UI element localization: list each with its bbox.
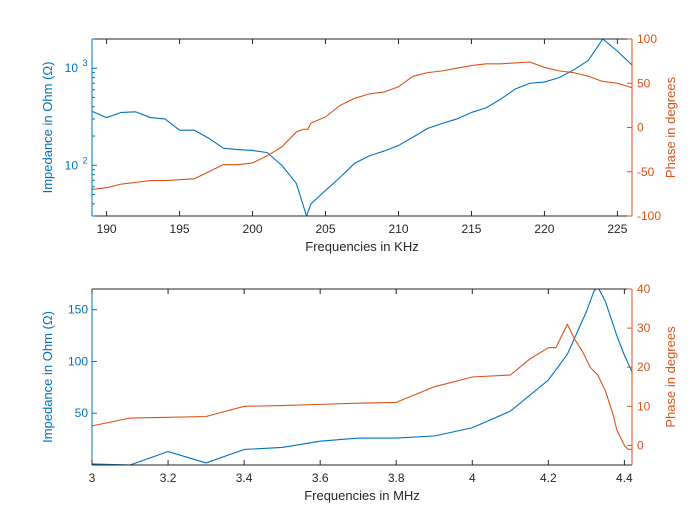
x-tick-label: 205 bbox=[315, 222, 335, 236]
y-left-tick-label: 100 bbox=[68, 354, 88, 368]
series-line-impedance bbox=[92, 289, 632, 465]
y-right-axis-label: Phase in degrees bbox=[663, 76, 678, 178]
y-right-tick-label: 10 bbox=[637, 399, 651, 413]
y-left-axis-label: Impedance in Ohm (Ω) bbox=[40, 62, 55, 194]
y-right-tick-label: 30 bbox=[637, 321, 651, 335]
x-axis-label: Frequencies in MHz bbox=[304, 488, 420, 503]
y-left-tick-label: 150 bbox=[68, 303, 88, 317]
series-line-phase bbox=[92, 323, 632, 450]
y-right-axis-label: Phase in degrees bbox=[663, 326, 678, 428]
y-right-tick-label: 0 bbox=[637, 121, 644, 135]
x-tick-label: 4 bbox=[469, 471, 476, 485]
x-tick-label: 215 bbox=[461, 222, 481, 236]
series-line-impedance bbox=[92, 39, 632, 216]
x-axis-label: Frequencies in KHz bbox=[305, 239, 418, 254]
chart-2: 3 3.2 3.4 3.6 3.8 4 4.2 4.4 50 100 150 0 10 20 30 40 Fre… bbox=[40, 282, 678, 503]
series-line-phase bbox=[92, 61, 632, 190]
x-tick-label: 4.2 bbox=[540, 471, 557, 485]
x-tick-label: 225 bbox=[607, 222, 627, 236]
x-tick-label: 190 bbox=[97, 222, 117, 236]
x-tick-label: 200 bbox=[243, 222, 263, 236]
x-tick-label: 220 bbox=[534, 222, 554, 236]
y-right-tick-label: 40 bbox=[637, 282, 651, 296]
x-tick-label: 210 bbox=[388, 222, 408, 236]
y-right-tick-label: -100 bbox=[637, 209, 661, 223]
x-tick-label: 195 bbox=[170, 222, 190, 236]
x-tick-label: 3 bbox=[89, 471, 96, 485]
x-tick-label: 4.4 bbox=[616, 471, 633, 485]
y-right-tick-label: 100 bbox=[637, 32, 657, 46]
y-right-tick-label: 0 bbox=[637, 438, 644, 452]
x-tick-label: 3.8 bbox=[388, 471, 405, 485]
y-left-tick-exponent: 2 bbox=[82, 155, 87, 165]
y-left-axis-label: Impedance in Ohm (Ω) bbox=[40, 311, 55, 443]
y-right-tick-label: -50 bbox=[637, 165, 655, 179]
y-right-tick-label: 50 bbox=[637, 76, 651, 90]
y-left-tick-label: 10 bbox=[65, 61, 79, 75]
y-left-tick-exponent: 3 bbox=[82, 58, 87, 68]
x-tick-label: 3.2 bbox=[160, 471, 177, 485]
y-left-tick-label: 50 bbox=[75, 406, 89, 420]
y-left-tick-label: 10 bbox=[65, 158, 79, 172]
x-tick-label: 3.6 bbox=[312, 471, 329, 485]
x-tick-label: 3.4 bbox=[236, 471, 253, 485]
y-right-tick-label: 20 bbox=[637, 360, 651, 374]
